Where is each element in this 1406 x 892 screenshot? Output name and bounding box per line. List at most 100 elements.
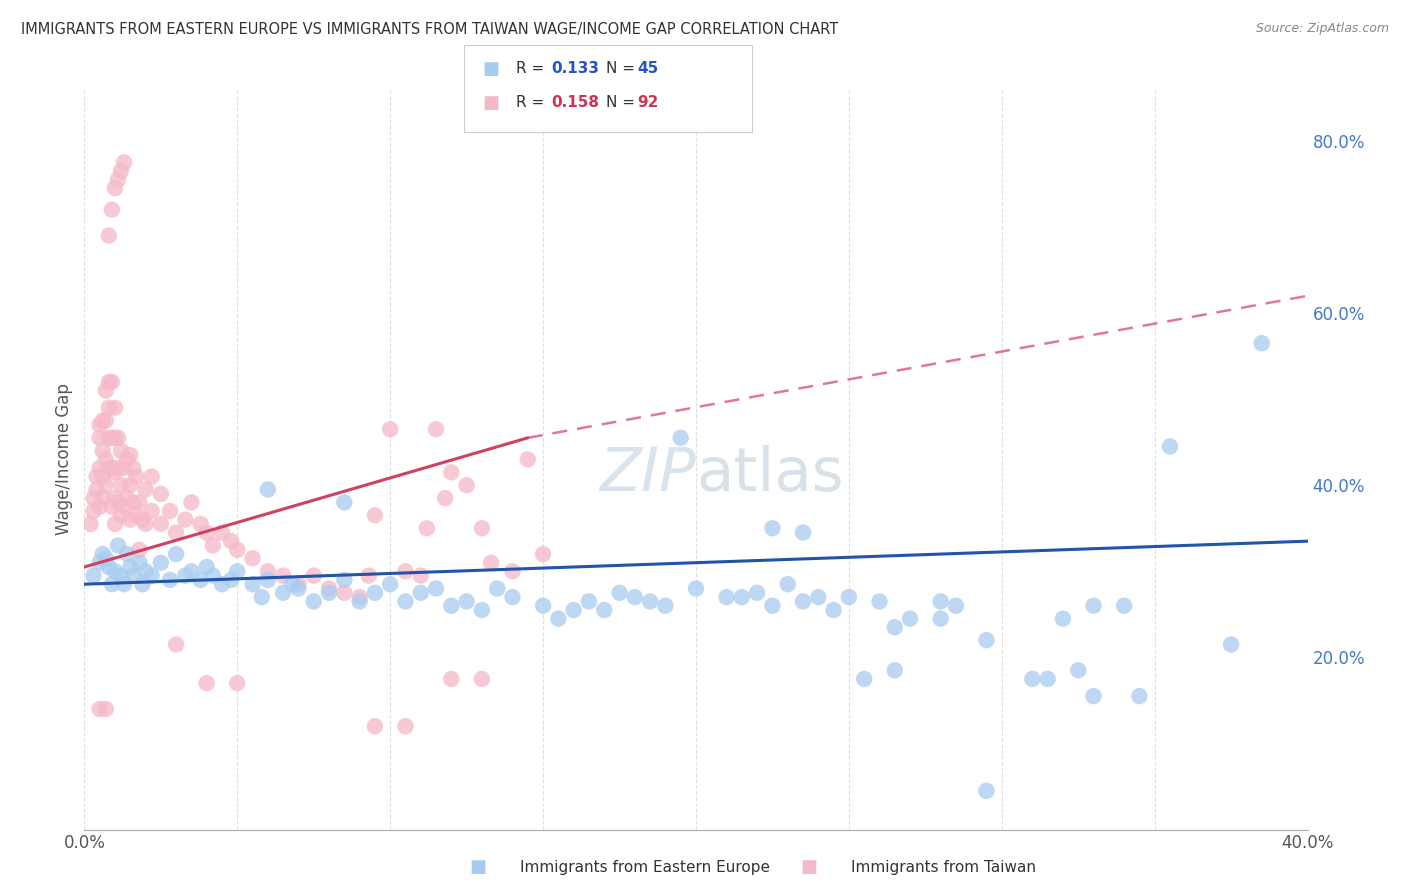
Point bbox=[486, 582, 509, 596]
Point bbox=[122, 461, 145, 475]
Point bbox=[107, 495, 129, 509]
Point bbox=[104, 401, 127, 415]
Point bbox=[394, 564, 416, 578]
Point bbox=[86, 469, 108, 483]
Point bbox=[97, 228, 120, 243]
Point bbox=[638, 594, 661, 608]
Point bbox=[479, 556, 502, 570]
Point bbox=[302, 568, 325, 582]
Text: Source: ZipAtlas.com: Source: ZipAtlas.com bbox=[1256, 22, 1389, 36]
Point bbox=[333, 573, 356, 587]
Point bbox=[257, 564, 280, 578]
Point bbox=[211, 577, 233, 591]
Point bbox=[1083, 689, 1105, 703]
Point bbox=[112, 500, 135, 514]
Point bbox=[333, 586, 356, 600]
Point bbox=[97, 461, 120, 475]
Point bbox=[91, 443, 114, 458]
Point bbox=[110, 508, 132, 523]
Point bbox=[1128, 689, 1150, 703]
Point bbox=[195, 525, 218, 540]
Text: 92: 92 bbox=[637, 95, 658, 110]
Text: atlas: atlas bbox=[696, 445, 844, 504]
Point bbox=[669, 431, 692, 445]
Point bbox=[174, 568, 197, 582]
Point bbox=[141, 469, 163, 483]
Point bbox=[747, 586, 769, 600]
Point bbox=[149, 516, 172, 531]
Point bbox=[174, 513, 197, 527]
Point bbox=[761, 599, 783, 613]
Point bbox=[271, 586, 294, 600]
Point bbox=[242, 551, 264, 566]
Point bbox=[101, 500, 124, 514]
Point bbox=[624, 590, 647, 604]
Point bbox=[128, 495, 150, 509]
Point bbox=[516, 452, 538, 467]
Point bbox=[125, 469, 148, 483]
Point bbox=[364, 719, 387, 733]
Point bbox=[1114, 599, 1136, 613]
Point bbox=[159, 573, 181, 587]
Point bbox=[219, 573, 242, 587]
Point bbox=[211, 525, 233, 540]
Point bbox=[101, 577, 124, 591]
Point bbox=[110, 443, 132, 458]
Point bbox=[471, 521, 494, 535]
Point bbox=[226, 676, 249, 690]
Text: 45: 45 bbox=[637, 62, 658, 76]
Text: N =: N = bbox=[606, 62, 640, 76]
Point bbox=[364, 586, 387, 600]
Point bbox=[302, 594, 325, 608]
Text: Immigrants from Taiwan: Immigrants from Taiwan bbox=[851, 860, 1036, 874]
Point bbox=[104, 181, 127, 195]
Point bbox=[471, 603, 494, 617]
Point bbox=[112, 461, 135, 475]
Point bbox=[86, 483, 108, 497]
Point bbox=[1083, 599, 1105, 613]
Point bbox=[201, 568, 224, 582]
Point bbox=[104, 491, 127, 505]
Point bbox=[190, 573, 212, 587]
Point bbox=[333, 495, 356, 509]
Point bbox=[409, 568, 432, 582]
Point bbox=[195, 676, 218, 690]
Point bbox=[165, 637, 187, 651]
Point bbox=[122, 568, 145, 582]
Point bbox=[89, 556, 111, 570]
Point bbox=[1220, 637, 1243, 651]
Point bbox=[357, 568, 380, 582]
Point bbox=[89, 702, 111, 716]
Point bbox=[929, 594, 952, 608]
Point bbox=[112, 577, 135, 591]
Point bbox=[287, 577, 309, 591]
Text: Immigrants from Eastern Europe: Immigrants from Eastern Europe bbox=[520, 860, 770, 874]
Point bbox=[91, 547, 114, 561]
Point bbox=[180, 564, 202, 578]
Point bbox=[180, 495, 202, 509]
Point bbox=[838, 590, 860, 604]
Point bbox=[94, 551, 117, 566]
Point bbox=[898, 612, 921, 626]
Point bbox=[195, 560, 218, 574]
Point bbox=[349, 590, 371, 604]
Point bbox=[823, 603, 845, 617]
Point bbox=[112, 155, 135, 169]
Point bbox=[242, 577, 264, 591]
Point bbox=[104, 465, 127, 479]
Point bbox=[94, 452, 117, 467]
Point bbox=[578, 594, 600, 608]
Text: ■: ■ bbox=[800, 858, 817, 876]
Point bbox=[101, 461, 124, 475]
Point bbox=[110, 478, 132, 492]
Point bbox=[425, 582, 447, 596]
Point bbox=[562, 603, 585, 617]
Point bbox=[976, 633, 998, 648]
Point bbox=[120, 478, 142, 492]
Point bbox=[104, 564, 127, 578]
Point bbox=[115, 452, 138, 467]
Point bbox=[165, 525, 187, 540]
Point bbox=[101, 375, 124, 389]
Point bbox=[94, 414, 117, 428]
Point bbox=[107, 172, 129, 186]
